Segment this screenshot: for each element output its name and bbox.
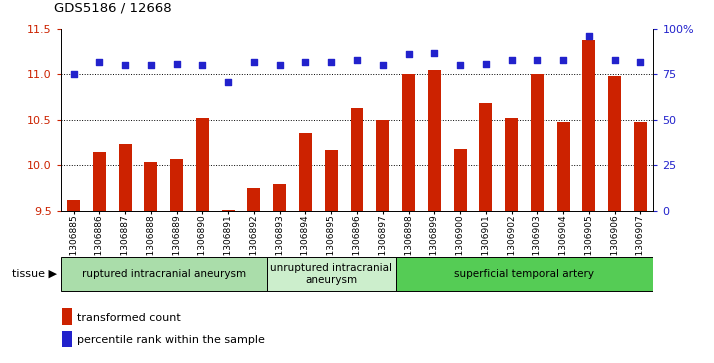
Text: unruptured intracranial
aneurysm: unruptured intracranial aneurysm	[270, 263, 392, 285]
Bar	[453, 149, 466, 211]
Bar	[402, 74, 415, 211]
Bar	[479, 103, 492, 211]
Text: GDS5186 / 12668: GDS5186 / 12668	[54, 1, 171, 15]
Bar	[144, 162, 157, 211]
Point	[274, 62, 286, 68]
Bar	[299, 133, 312, 211]
Bar	[608, 76, 621, 211]
Point	[300, 59, 311, 65]
Point	[428, 50, 440, 56]
Bar	[634, 122, 647, 211]
Bar	[170, 159, 183, 211]
Point	[248, 59, 260, 65]
FancyBboxPatch shape	[396, 257, 653, 291]
Bar	[376, 120, 389, 211]
Bar	[428, 70, 441, 211]
Bar	[248, 188, 261, 211]
Text: ruptured intracranial aneurysm: ruptured intracranial aneurysm	[81, 269, 246, 279]
FancyBboxPatch shape	[267, 257, 396, 291]
Bar	[583, 40, 595, 211]
Bar	[351, 108, 363, 211]
Text: percentile rank within the sample: percentile rank within the sample	[77, 335, 265, 345]
FancyBboxPatch shape	[61, 257, 267, 291]
Point	[403, 52, 414, 57]
Point	[558, 57, 569, 63]
Point	[94, 59, 105, 65]
Bar	[62, 331, 72, 347]
Bar	[222, 209, 235, 211]
Point	[119, 62, 131, 68]
Point	[532, 57, 543, 63]
Point	[326, 59, 337, 65]
Text: superficial temporal artery: superficial temporal artery	[455, 269, 595, 279]
Point	[171, 61, 182, 66]
Bar	[325, 150, 338, 211]
Bar	[531, 74, 544, 211]
Point	[506, 57, 518, 63]
Point	[583, 33, 595, 39]
Text: transformed count: transformed count	[77, 313, 181, 323]
Point	[223, 79, 234, 85]
Point	[68, 72, 79, 77]
Point	[377, 62, 388, 68]
Point	[196, 62, 208, 68]
Bar	[93, 151, 106, 211]
Bar	[67, 200, 80, 211]
Bar	[557, 122, 570, 211]
Bar	[505, 118, 518, 211]
Point	[635, 59, 646, 65]
Bar	[273, 184, 286, 211]
Point	[609, 57, 620, 63]
Point	[454, 62, 466, 68]
Point	[351, 57, 363, 63]
Point	[480, 61, 491, 66]
Bar	[196, 118, 208, 211]
Bar	[119, 144, 131, 211]
Point	[145, 62, 156, 68]
Bar	[62, 308, 72, 325]
Text: tissue ▶: tissue ▶	[12, 269, 57, 279]
